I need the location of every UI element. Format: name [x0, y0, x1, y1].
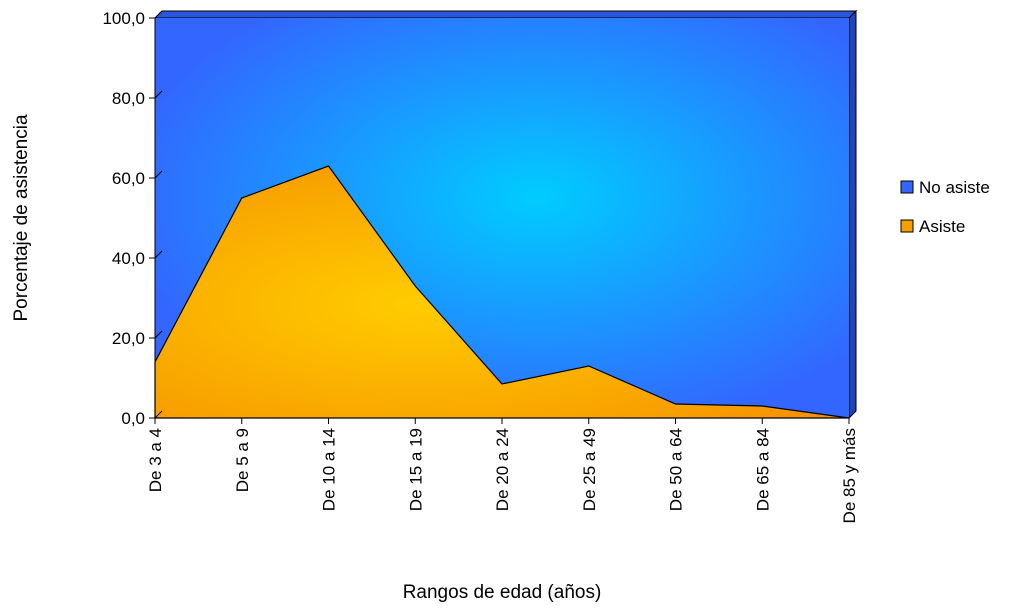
x-tick-label: De 3 a 4: [146, 428, 165, 492]
y-tick-depth: [154, 410, 163, 419]
y-tick-label: 40,0: [112, 249, 145, 268]
legend-swatch-no-asiste: [900, 180, 914, 194]
y-tick-depth: [154, 330, 163, 339]
y-tick-depth: [154, 10, 163, 19]
x-tick-label: De 15 a 19: [406, 428, 425, 511]
x-tick-label: De 5 a 9: [233, 428, 252, 492]
plot-right-edge: [848, 9, 857, 420]
y-tick-depth: [154, 90, 163, 99]
x-tick-label: De 25 a 49: [580, 428, 599, 511]
x-tick-label: De 20 a 24: [493, 428, 512, 511]
legend-label-no-asiste: No asiste: [919, 178, 990, 197]
legend-label-asiste: Asiste: [919, 217, 965, 236]
asiste-area: [154, 165, 850, 419]
x-tick-label: De 50 a 64: [667, 428, 686, 511]
y-tick-label: 100,0: [102, 9, 145, 28]
y-axis-ticks: 0,0 20,0 40,0 60,0 80,0 100,0: [102, 9, 163, 428]
y-tick-label: 60,0: [112, 169, 145, 188]
legend-swatch-asiste: [900, 219, 914, 233]
y-tick-label: 20,0: [112, 329, 145, 348]
y-tick-label: 0,0: [121, 409, 145, 428]
x-tick-label: De 65 a 84: [753, 428, 772, 511]
x-tick-label: De 10 a 14: [320, 428, 339, 511]
plot-area: [153, 9, 858, 420]
x-tick-label: De 85 y más: [840, 428, 859, 523]
x-axis-title: Rangos de edad (años): [403, 582, 602, 603]
y-axis-title: Porcentaje de asistencia: [11, 114, 32, 321]
y-tick-label: 80,0: [112, 89, 145, 108]
legend: No asiste Asiste: [900, 178, 990, 236]
y-tick-depth: [154, 250, 163, 259]
y-tick-depth: [154, 170, 163, 179]
plot-top-edge: [153, 10, 858, 19]
x-axis-ticks: De 3 a 4 De 5 a 9 De 10 a 14 De 15 a 19 De 2…: [146, 418, 859, 523]
